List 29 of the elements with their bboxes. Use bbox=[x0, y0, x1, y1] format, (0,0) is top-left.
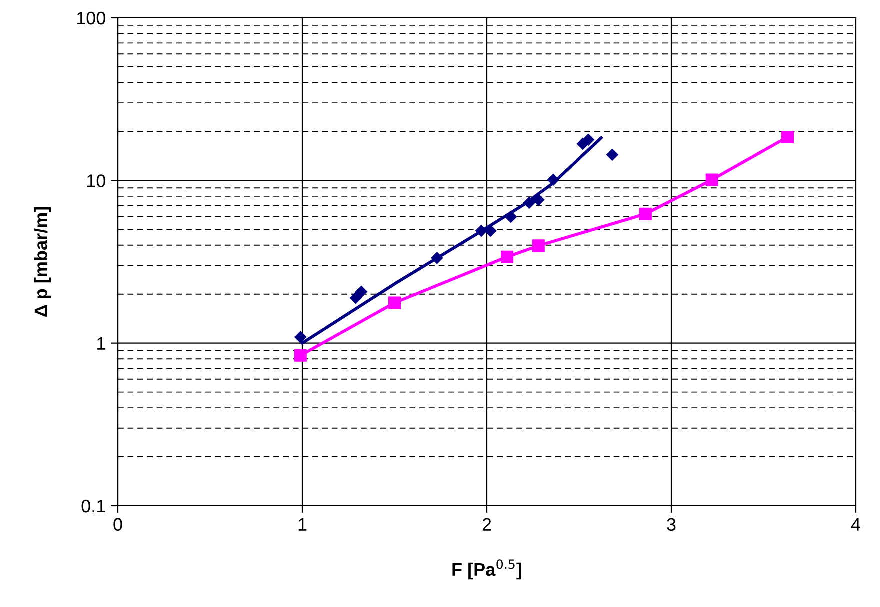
y-tick-label: 10 bbox=[87, 174, 106, 188]
point bbox=[547, 174, 560, 186]
y-tick-label: 0.1 bbox=[82, 500, 106, 513]
x-tick-label: 4 bbox=[851, 518, 860, 531]
point bbox=[475, 224, 488, 238]
point bbox=[350, 292, 362, 304]
point bbox=[501, 250, 514, 264]
x-axis-title: F [Pa$^{0.5}$] bbox=[452, 560, 522, 580]
x-tick-label: 0 bbox=[114, 518, 122, 532]
point bbox=[532, 194, 545, 206]
point bbox=[388, 296, 401, 310]
point bbox=[430, 252, 444, 264]
point bbox=[294, 349, 307, 362]
point bbox=[504, 210, 518, 224]
y-tick-label: 1 bbox=[98, 337, 106, 350]
y-tick-label: 100 bbox=[77, 12, 106, 25]
x-tick-label: 1 bbox=[298, 518, 307, 531]
y-axis-title: Δ p [mbar/m] bbox=[34, 207, 52, 317]
point bbox=[294, 331, 307, 344]
point bbox=[706, 174, 718, 186]
point bbox=[532, 240, 545, 252]
point bbox=[639, 208, 652, 220]
x-tick-label: 3 bbox=[667, 518, 676, 532]
point bbox=[523, 196, 536, 210]
point bbox=[355, 286, 368, 298]
x-tick-label: 2 bbox=[482, 518, 492, 531]
point bbox=[606, 148, 619, 162]
point bbox=[781, 130, 794, 144]
point bbox=[582, 134, 595, 146]
